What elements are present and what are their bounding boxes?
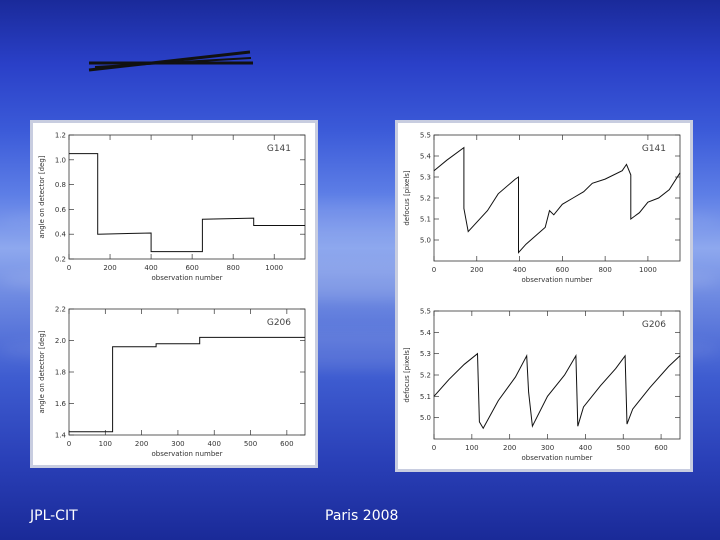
- x-axis-label: observation number: [152, 450, 223, 458]
- x-tick-label: 600: [654, 444, 667, 452]
- plot-frame: [433, 310, 681, 440]
- series-line: [433, 146, 681, 254]
- x-tick-label: 500: [244, 440, 257, 448]
- chart-g206-defocus: 0 100 200 300 400 500 600 5.0 5.1 5.2 5.3 5.4 5.5 G20…: [403, 308, 681, 462]
- jpl-logo: [88, 50, 253, 72]
- x-axis-label: observation number: [522, 454, 593, 462]
- footer-left: JPL-CIT: [30, 508, 78, 524]
- chart-title: G206: [642, 320, 666, 330]
- x-tick-label: 1000: [265, 264, 283, 272]
- x-tick-label: 800: [598, 266, 611, 274]
- y-tick-label: 5.5: [420, 308, 431, 316]
- x-tick-label: 0: [432, 444, 436, 452]
- x-axis-label: observation number: [152, 274, 223, 282]
- right-panel: 0 200 400 600 800 1000 5.0 5.1 5.2 5.3 5.4 5.5 G141 o…: [395, 120, 693, 472]
- y-tick-label: 1.6: [55, 400, 67, 408]
- y-axis-label: defocus [pixels]: [403, 170, 411, 226]
- y-tick-label: 2.0: [55, 337, 66, 345]
- x-tick-label: 0: [432, 266, 436, 274]
- y-tick-label: 5.5: [420, 132, 431, 140]
- chart-g206-angle: 0 100 200 300 400 500 600 1.4 1.6 1.8 2.0 2.2 G206 ob…: [38, 306, 306, 458]
- y-tick-label: 5.3: [420, 350, 431, 358]
- y-tick-label: 5.4: [420, 329, 432, 337]
- y-tick-label: 0.2: [55, 256, 66, 264]
- x-tick-label: 0: [67, 440, 71, 448]
- series-line: [69, 153, 305, 253]
- x-tick-label: 200: [135, 440, 148, 448]
- y-tick-label: 1.8: [55, 369, 66, 377]
- series-line: [433, 352, 681, 430]
- y-axis-label: angle on detector [deg]: [38, 155, 46, 238]
- x-tick-label: 400: [144, 264, 157, 272]
- x-tick-label: 800: [226, 264, 239, 272]
- y-tick-label: 5.1: [420, 393, 431, 401]
- x-tick-label: 600: [556, 266, 569, 274]
- y-tick-label: 2.2: [55, 306, 66, 314]
- x-tick-label: 200: [103, 264, 116, 272]
- x-tick-label: 100: [99, 440, 112, 448]
- x-tick-label: 600: [280, 440, 293, 448]
- y-tick-label: 1.2: [55, 132, 66, 140]
- x-tick-label: 500: [617, 444, 630, 452]
- chart-g141-angle: 0 200 400 600 800 1000 0.2 0.4 0.6 0.8 1.0 1.2 G141 o…: [38, 132, 306, 282]
- x-tick-label: 300: [171, 440, 184, 448]
- y-tick-label: 5.2: [420, 372, 431, 380]
- y-tick-label: 5.4: [420, 153, 432, 161]
- y-tick-label: 5.3: [420, 174, 431, 182]
- chart-title: G141: [267, 144, 291, 154]
- x-tick-label: 1000: [639, 266, 657, 274]
- chart-title: G206: [267, 318, 291, 328]
- footer-center: Paris 2008: [325, 508, 399, 524]
- plot-frame: [68, 134, 306, 260]
- x-tick-label: 400: [208, 440, 221, 448]
- x-tick-label: 600: [185, 264, 198, 272]
- chart-g141-defocus: 0 200 400 600 800 1000 5.0 5.1 5.2 5.3 5.4 5.5 G141 o…: [403, 132, 681, 284]
- y-tick-label: 0.8: [55, 181, 66, 189]
- x-tick-label: 400: [513, 266, 526, 274]
- y-tick-label: 5.0: [420, 237, 431, 245]
- y-tick-label: 1.0: [55, 156, 66, 164]
- series-line: [69, 336, 305, 433]
- y-axis-label: defocus [pixels]: [403, 347, 411, 403]
- y-tick-label: 5.1: [420, 216, 431, 224]
- x-tick-label: 300: [541, 444, 554, 452]
- y-tick-label: 0.6: [55, 206, 67, 214]
- y-tick-label: 1.4: [55, 432, 67, 440]
- y-tick-label: 0.4: [55, 231, 67, 239]
- y-tick-label: 5.0: [420, 414, 431, 422]
- x-tick-label: 100: [465, 444, 478, 452]
- x-tick-label: 400: [579, 444, 592, 452]
- y-tick-label: 5.2: [420, 195, 431, 203]
- x-tick-label: 200: [503, 444, 516, 452]
- x-axis-label: observation number: [522, 276, 593, 284]
- y-axis-label: angle on detector [deg]: [38, 330, 46, 413]
- x-tick-label: 200: [470, 266, 483, 274]
- left-panel: 0 200 400 600 800 1000 0.2 0.4 0.6 0.8 1.0 1.2 G141 o…: [30, 120, 318, 468]
- x-tick-label: 0: [67, 264, 71, 272]
- chart-title: G141: [642, 144, 666, 154]
